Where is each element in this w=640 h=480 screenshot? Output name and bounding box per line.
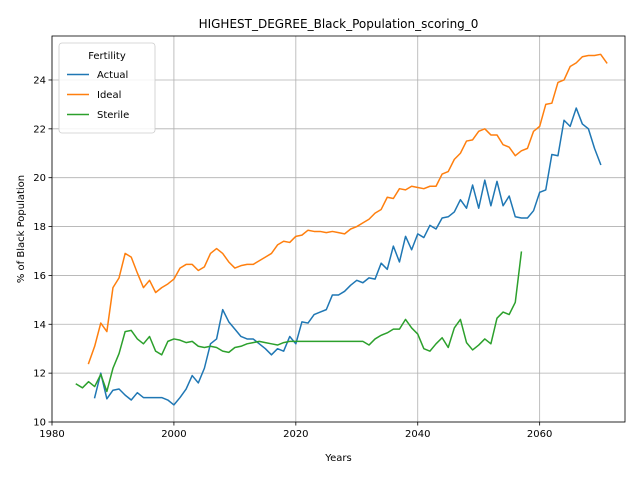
y-tick-label: 16 (33, 271, 46, 282)
series-line-actual (93, 107, 602, 406)
y-tick-label: 12 (33, 369, 46, 380)
legend-box (58, 42, 156, 134)
chart-title: HIGHEST_DEGREE_Black_Population_scoring_… (199, 17, 479, 31)
series-line-ideal (87, 53, 608, 365)
legend-label-sterile: Sterile (97, 110, 129, 121)
x-tick-label: 1980 (39, 429, 64, 440)
y-tick-label: 22 (33, 124, 46, 135)
legend: Fertility Actual Ideal Sterile (58, 42, 156, 134)
series-line-sterile (75, 251, 523, 393)
x-tick-label: 2000 (161, 429, 186, 440)
x-tick-label: 2040 (405, 429, 430, 440)
legend-title: Fertility (88, 51, 126, 62)
x-tick-label: 2060 (527, 429, 552, 440)
x-tick-label: 2020 (283, 429, 308, 440)
plot-frame (51, 35, 626, 423)
y-tick-label: 14 (33, 320, 46, 331)
y-axis-title: % of Black Population (16, 175, 27, 283)
y-tick-label: 24 (33, 75, 46, 86)
legend-label-ideal: Ideal (97, 90, 121, 101)
x-axis-ticks: 1980 2000 2020 2040 2060 (39, 422, 552, 440)
y-axis-ticks: 10 12 14 16 18 20 22 24 (33, 75, 52, 429)
legend-items: Actual Ideal Sterile (67, 70, 129, 121)
grid-lines (51, 36, 625, 423)
series-lines (75, 53, 608, 406)
y-tick-label: 10 (33, 418, 46, 429)
legend-label-actual: Actual (97, 70, 128, 81)
y-tick-label: 18 (33, 222, 46, 233)
x-axis-title: Years (324, 453, 351, 464)
y-tick-label: 20 (33, 173, 46, 184)
